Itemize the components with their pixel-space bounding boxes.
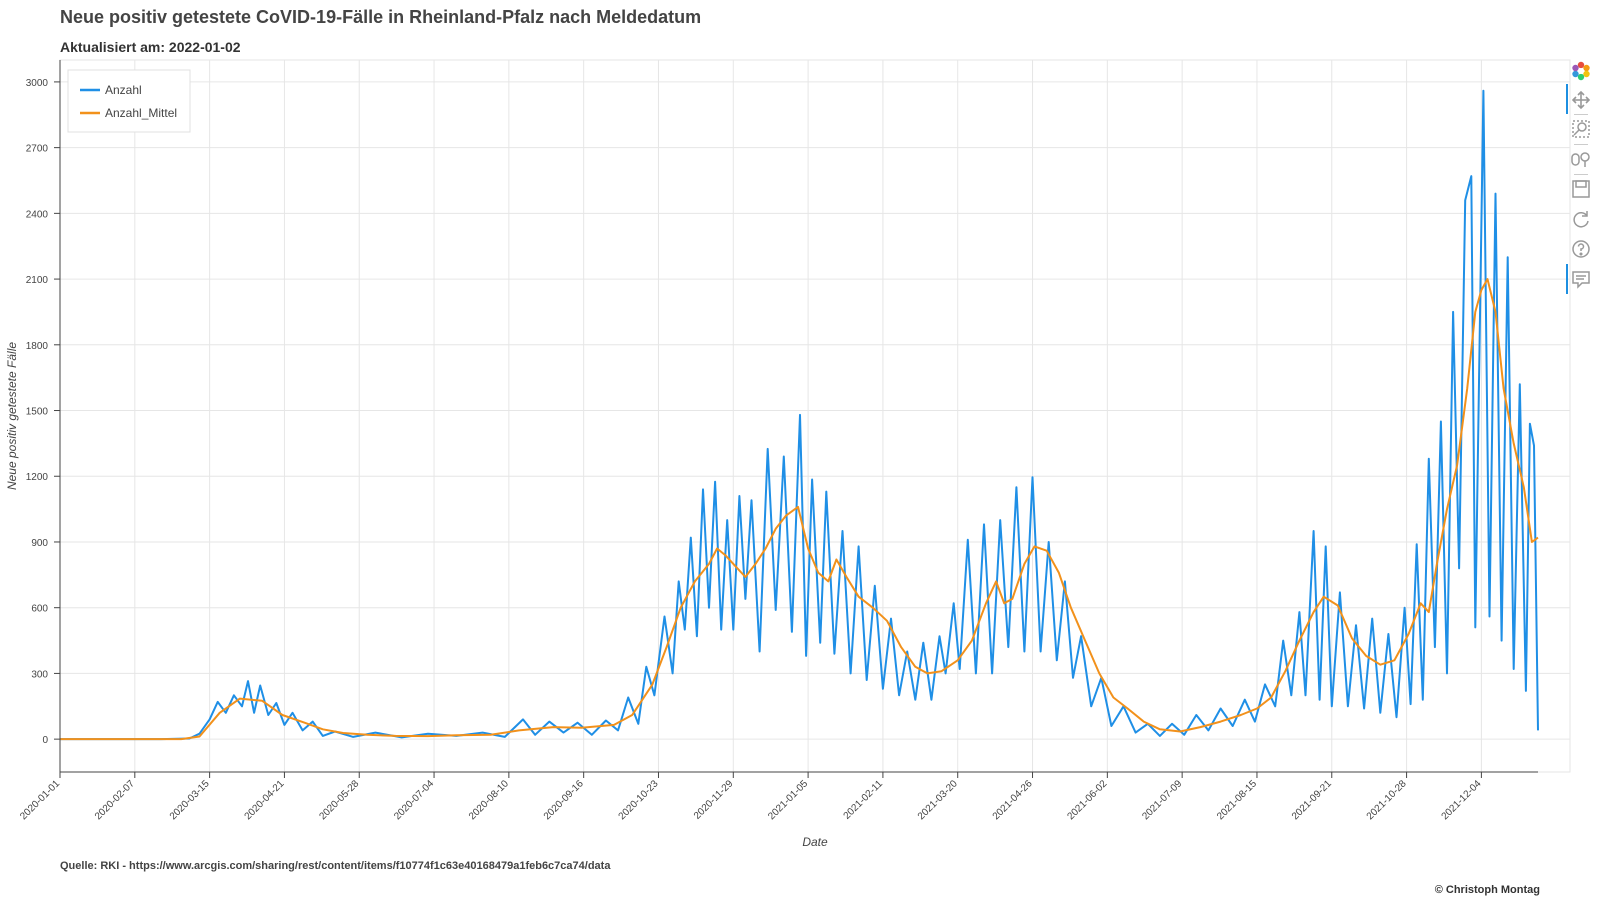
grid-lines bbox=[59, 60, 1570, 772]
series-layer bbox=[60, 89, 1539, 741]
toolbar-separator bbox=[1574, 144, 1588, 145]
box-zoom-icon[interactable] bbox=[1570, 118, 1592, 140]
chart-toolbar bbox=[1566, 60, 1596, 300]
copyright-note: © Christoph Montag bbox=[1434, 884, 1540, 896]
pan-active-indicator bbox=[1566, 84, 1568, 114]
y-tick-label: 2700 bbox=[26, 144, 49, 155]
chart-title: Neue positiv getestete CoVID-19-Fälle in… bbox=[60, 7, 702, 27]
bokeh-logo-icon[interactable] bbox=[1570, 60, 1592, 82]
x-tick-label: 2021-03-20 bbox=[916, 778, 960, 822]
x-tick-label: 2020-10-23 bbox=[617, 778, 661, 822]
hover-icon[interactable] bbox=[1570, 268, 1592, 290]
x-axis-label: Date bbox=[802, 835, 828, 849]
save-icon[interactable] bbox=[1570, 178, 1592, 200]
toolbar-separator bbox=[1574, 174, 1588, 175]
legend-label-anzahl: Anzahl bbox=[105, 83, 142, 97]
y-tick-label: 0 bbox=[42, 735, 48, 746]
y-tick-label: 1800 bbox=[26, 341, 49, 352]
y-tick-label: 900 bbox=[31, 538, 48, 549]
y-tick-label: 1500 bbox=[26, 407, 49, 418]
x-tick-label: 2020-09-16 bbox=[542, 778, 586, 822]
y-axis-label: Neue positiv getestete Fälle bbox=[5, 342, 19, 490]
y-tick-label: 2100 bbox=[26, 275, 49, 286]
x-tick-label: 2021-12-04 bbox=[1440, 778, 1484, 822]
x-tick-label: 2021-07-09 bbox=[1140, 778, 1184, 822]
chart-subtitle: Aktualisiert am: 2022-01-02 bbox=[60, 39, 241, 55]
x-tick-label: 2020-03-15 bbox=[168, 778, 212, 822]
y-tick-label: 300 bbox=[31, 669, 48, 680]
y-tick-label: 600 bbox=[31, 604, 48, 615]
series-line-anzahl[interactable] bbox=[60, 89, 1539, 741]
legend-box bbox=[67, 69, 191, 133]
axes: 0 300 600 900 1200 1500 1800 2100 2400 2700 3000 20… bbox=[18, 60, 1538, 822]
x-tick-label: 2021-06-02 bbox=[1066, 778, 1110, 822]
help-icon[interactable] bbox=[1570, 238, 1592, 260]
source-note: Quelle: RKI - https://www.arcgis.com/sha… bbox=[60, 860, 611, 872]
wheel-zoom-icon[interactable] bbox=[1570, 148, 1592, 170]
y-tick-label: 2400 bbox=[26, 209, 49, 220]
y-tick-label: 1200 bbox=[26, 472, 49, 483]
toolbar-separator bbox=[1574, 114, 1588, 115]
pan-icon[interactable] bbox=[1570, 89, 1592, 111]
x-tick-label: 2020-11-29 bbox=[692, 778, 736, 822]
legend-label-anzahl-mittel: Anzahl_Mittel bbox=[105, 106, 177, 120]
hover-active-indicator bbox=[1566, 264, 1568, 294]
x-tick-label: 2020-01-01 bbox=[18, 778, 62, 822]
x-tick-label: 2020-02-07 bbox=[93, 778, 137, 822]
series-line-anzahl-mittel[interactable] bbox=[60, 278, 1539, 741]
x-tick-label: 2021-09-21 bbox=[1290, 778, 1334, 822]
x-tick-label: 2020-04-21 bbox=[243, 778, 287, 822]
x-tick-label: 2020-05-28 bbox=[317, 778, 361, 822]
x-tick-label: 2021-08-15 bbox=[1215, 778, 1259, 822]
x-tick-label: 2021-04-26 bbox=[991, 778, 1035, 822]
reset-icon[interactable] bbox=[1570, 208, 1592, 230]
x-tick-label: 2020-07-04 bbox=[392, 778, 436, 822]
x-tick-label: 2021-10-28 bbox=[1365, 778, 1409, 822]
x-tick-label: 2021-01-05 bbox=[766, 778, 810, 822]
plot-frame bbox=[59, 59, 1571, 773]
x-tick-label: 2021-02-11 bbox=[842, 778, 886, 822]
x-tick-label: 2020-08-10 bbox=[467, 778, 511, 822]
legend[interactable]: Anzahl Anzahl_Mittel bbox=[67, 69, 191, 133]
y-tick-label: 3000 bbox=[26, 78, 49, 89]
